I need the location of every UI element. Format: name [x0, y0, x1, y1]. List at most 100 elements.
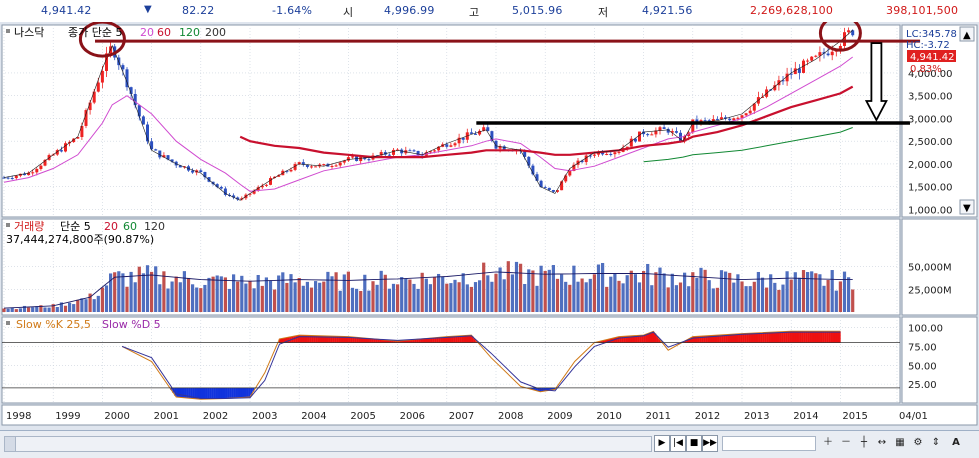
first-button[interactable]: |◀: [670, 435, 686, 452]
candle-body: [449, 145, 452, 146]
stoch-tick-label: 50.00: [908, 361, 937, 372]
price-ma-60: 60: [157, 26, 171, 39]
candle-body: [85, 110, 88, 126]
candle-body: [3, 178, 6, 179]
stoch-overbought-fill: [795, 331, 797, 342]
volume-bar: [125, 287, 128, 312]
pct-label: 0.83%: [910, 64, 942, 75]
candle-body: [359, 157, 362, 161]
volume-bar: [146, 265, 149, 312]
stoch-overbought-fill: [754, 333, 756, 343]
volume-bar: [474, 282, 477, 312]
stoch-legend-collapse-icon[interactable]: [6, 321, 10, 325]
candle-body: [314, 166, 317, 167]
volume-bar: [617, 281, 620, 312]
candle-body: [814, 56, 817, 57]
volume-bar: [347, 272, 350, 312]
stoch-overbought-fill: [785, 332, 787, 343]
volume-bar: [97, 296, 100, 312]
stoch-overbought-fill: [295, 336, 297, 343]
volume-bar: [392, 284, 395, 312]
volume-bar: [847, 277, 850, 312]
volume-bar: [388, 289, 391, 312]
play-button[interactable]: ▶: [654, 435, 670, 452]
volume-bar: [31, 307, 34, 312]
volume-bar: [544, 271, 547, 312]
candle-body: [638, 132, 641, 142]
settings-icon[interactable]: ⚙: [910, 435, 926, 451]
candle-body: [847, 30, 850, 32]
volume-bar: [162, 271, 165, 312]
volume-bar: [831, 270, 834, 312]
volume-bar: [412, 284, 415, 312]
candle-body: [843, 32, 846, 46]
volume-bar: [298, 278, 301, 312]
volume-bar: [769, 274, 772, 312]
volume-bar: [663, 273, 666, 312]
stop-button[interactable]: ■: [686, 435, 702, 452]
stoch-oversold-fill: [211, 388, 213, 399]
volume-bar: [827, 280, 830, 312]
candle-body: [749, 111, 752, 114]
zoom-out-icon[interactable]: －: [838, 435, 854, 451]
volume-summary: 37,444,274,800주(90.87%): [6, 233, 154, 246]
stoch-overbought-fill: [810, 331, 812, 342]
stoch-overbought-fill: [767, 332, 769, 342]
volume-bar: [540, 266, 543, 312]
font-size-button[interactable]: A: [948, 435, 964, 451]
stoch-oversold-fill: [180, 388, 182, 398]
volume-ma-60: 60: [123, 220, 137, 233]
candle-body: [810, 57, 813, 61]
chart-svg[interactable]: 4,000.003,500.003,000.002,500.002,000.00…: [0, 22, 979, 430]
candle-body: [97, 83, 100, 92]
volume-bar: [527, 269, 530, 312]
volume-bar: [466, 284, 469, 312]
crosshair-icon[interactable]: ┼: [856, 435, 872, 451]
volume-bar: [835, 291, 838, 312]
stoch-overbought-fill: [838, 331, 840, 342]
volume-bar: [490, 282, 493, 312]
price-panel[interactable]: [2, 25, 900, 217]
volume-bar: [601, 263, 604, 312]
stoch-overbought-fill: [836, 331, 838, 342]
arrows-icon[interactable]: ↔: [874, 435, 890, 451]
candle-body: [593, 155, 596, 156]
volume-bar: [244, 284, 247, 312]
volume-bar: [228, 289, 231, 312]
volume-bar: [314, 281, 317, 312]
volume-bar: [576, 282, 579, 312]
next-button[interactable]: ▶▶: [702, 435, 718, 452]
volume-bar: [843, 272, 846, 312]
volume-bar: [273, 290, 276, 312]
volume-bar: [248, 281, 251, 312]
zoom-in-icon[interactable]: ＋: [820, 435, 836, 451]
x-axis-tick-label: 2002: [203, 411, 228, 422]
volume-bar: [7, 309, 10, 312]
volume-bar: [802, 270, 805, 312]
chart-scrollbar[interactable]: [4, 436, 652, 452]
volume-bar: [150, 272, 153, 312]
scrollbar-thumb[interactable]: [5, 437, 16, 451]
volume-bar: [486, 275, 489, 312]
volume-legend-collapse-icon[interactable]: [6, 223, 10, 227]
quote-volume: 2,269,628,100: [750, 4, 833, 17]
volume-bar: [458, 282, 461, 312]
volume-bar: [503, 279, 506, 312]
volume-bar: [359, 291, 362, 312]
candle-body: [716, 119, 719, 120]
volume-bar: [699, 268, 702, 312]
volume-bar: [470, 287, 473, 312]
stoch-overbought-fill: [779, 332, 781, 343]
stoch-oversold-fill: [234, 388, 236, 398]
stoch-overbought-fill: [802, 331, 804, 342]
legend-collapse-icon[interactable]: [6, 29, 10, 33]
volume-bar: [294, 282, 297, 312]
volume-bar: [195, 288, 198, 312]
zoom-slider[interactable]: [722, 436, 816, 451]
grid-icon[interactable]: ▦: [892, 435, 908, 451]
volume-bar: [404, 278, 407, 312]
volume-bar: [687, 286, 690, 312]
volume-bar: [142, 273, 145, 312]
volume-bar: [613, 274, 616, 312]
scale-icon[interactable]: ⇕: [928, 435, 944, 451]
